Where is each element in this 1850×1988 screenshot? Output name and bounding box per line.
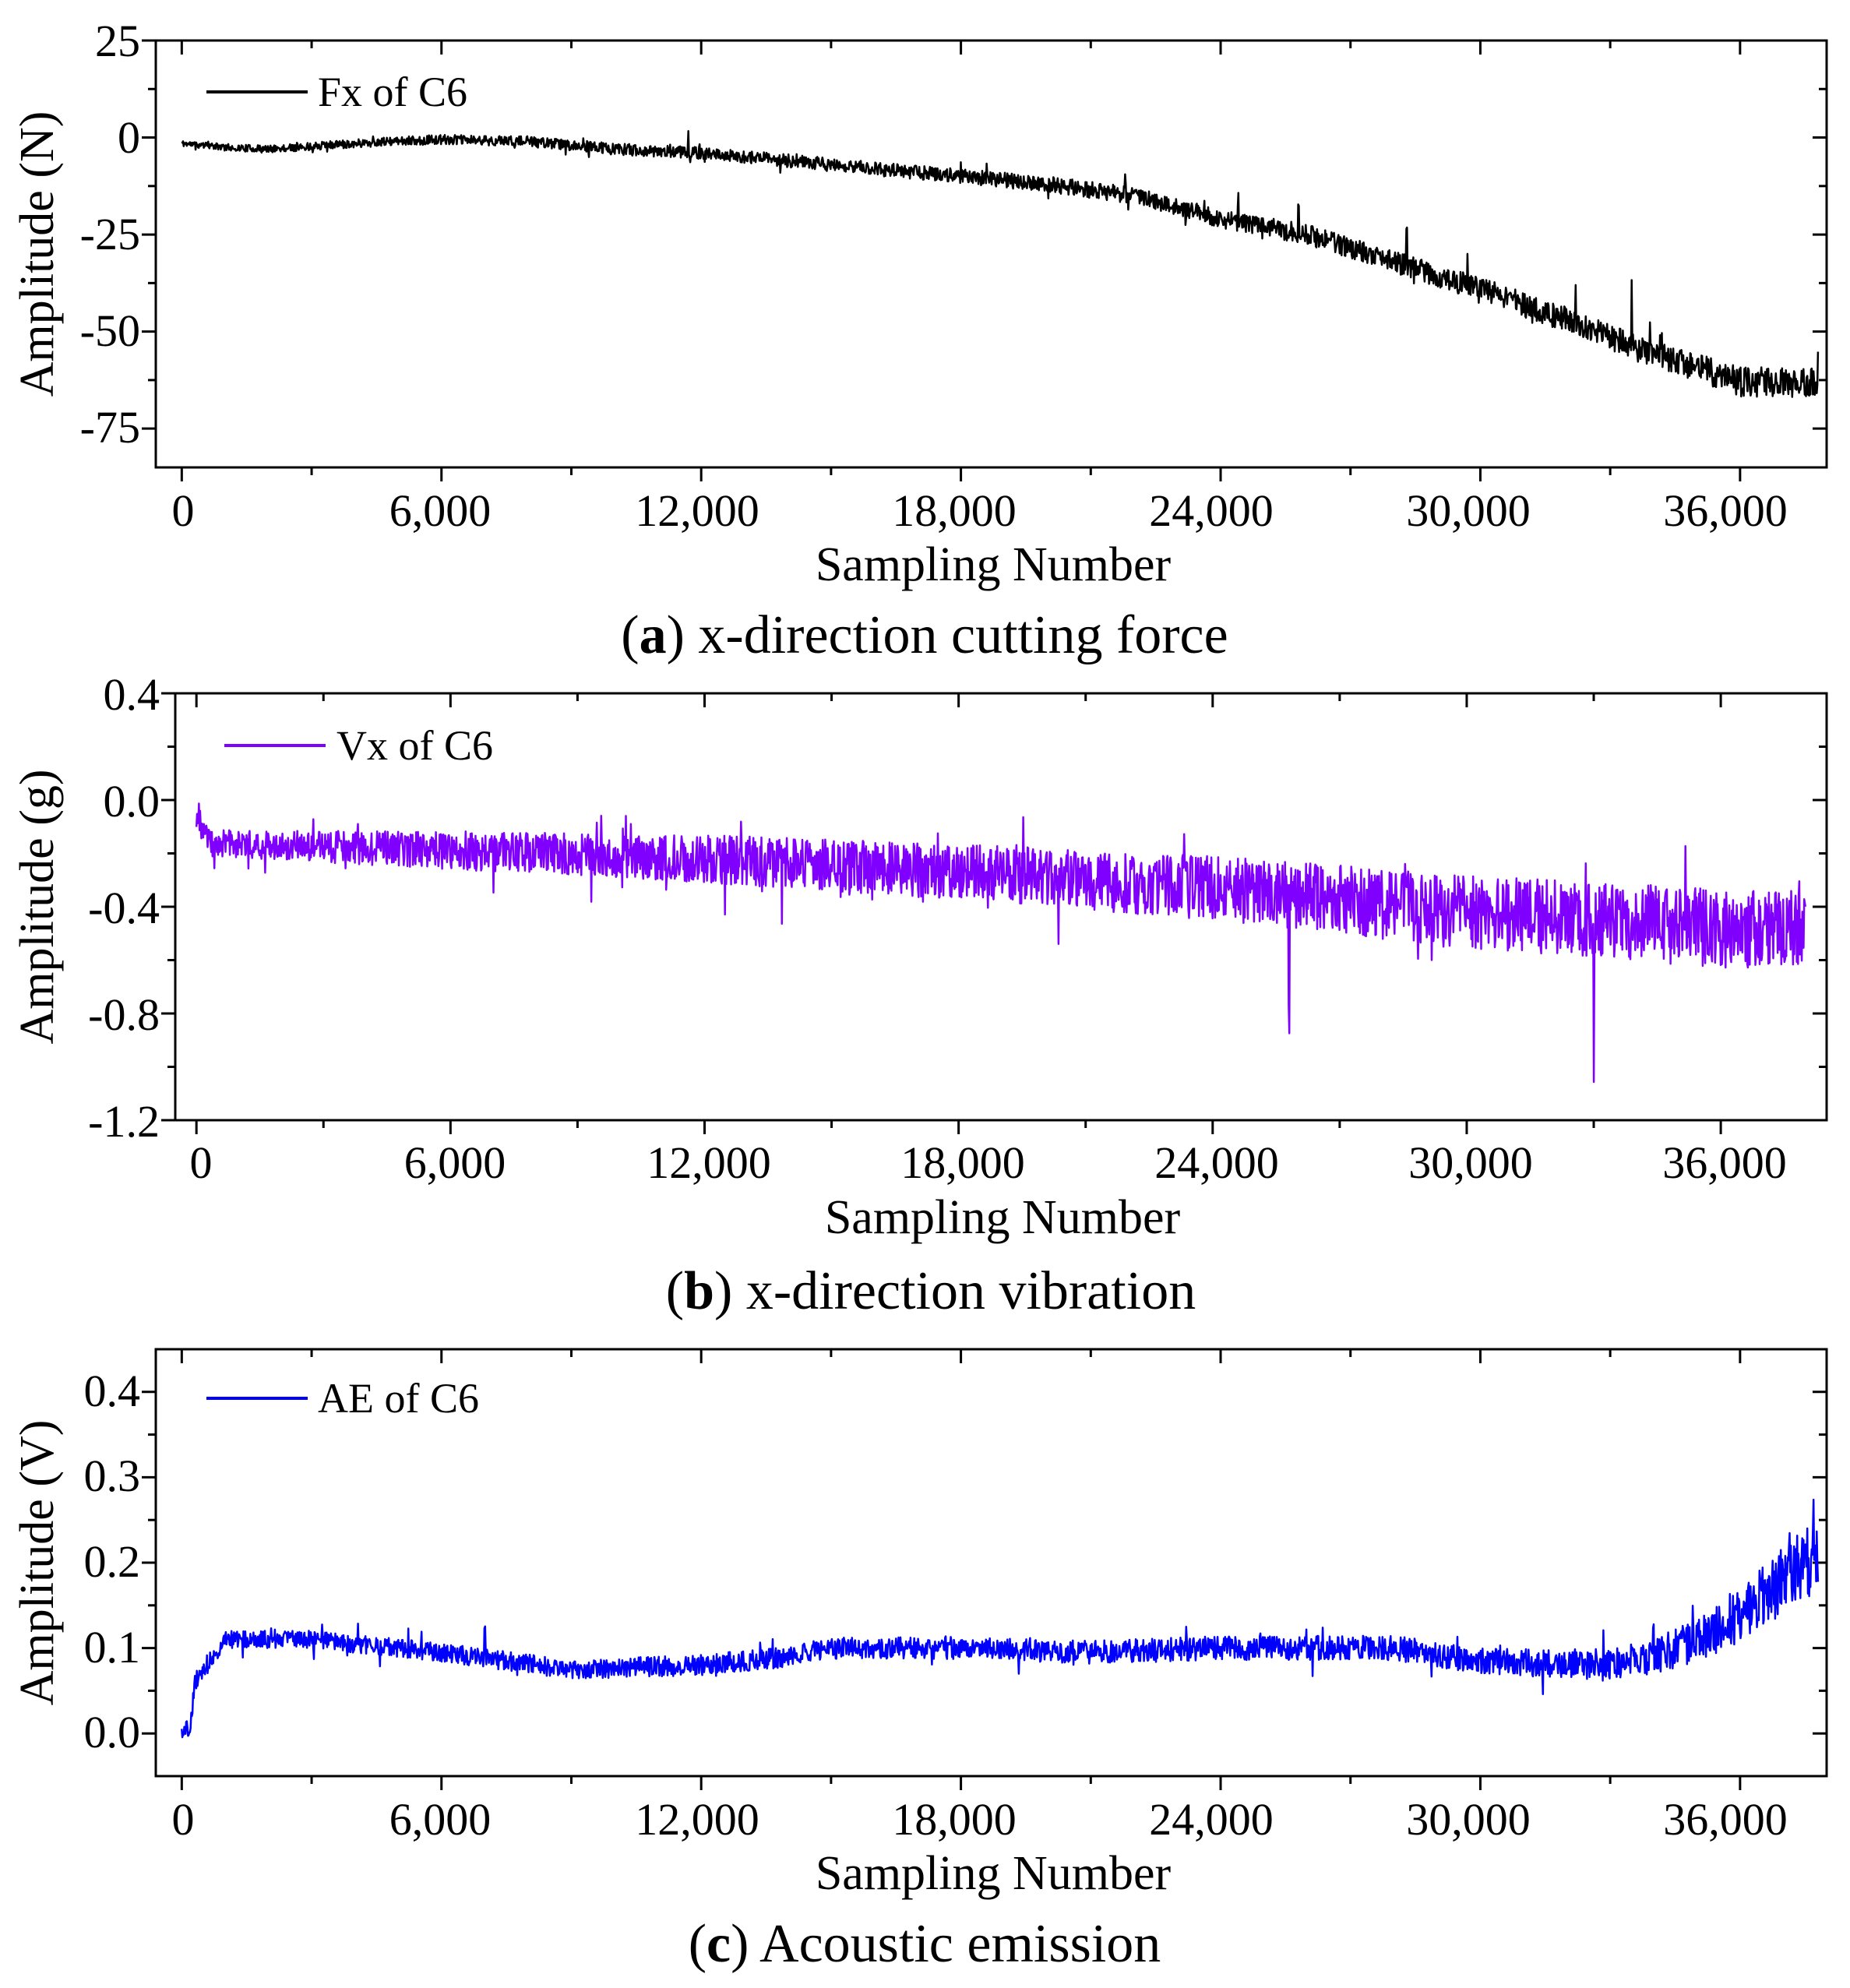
x-tick-labels-a: 0 6,000 12,000 18,000 24,000 30,000 36,0… — [172, 485, 1788, 536]
y-tick-label: -75 — [80, 402, 140, 453]
series-line-vx — [195, 802, 1807, 1084]
y-tick-label: 25 — [95, 16, 140, 66]
panel-b: 0.4 0.0 -0.4 -0.8 -1.2 0 6,000 12,000 18… — [11, 669, 1828, 1321]
y-axis-title-a: Amplitude (N) — [11, 111, 64, 397]
y-tick-label: -0.4 — [88, 883, 160, 933]
x-tick-label: 24,000 — [1154, 1137, 1279, 1188]
x-tick-label: 6,000 — [389, 485, 492, 536]
x-axis-title-b: Sampling Number — [825, 1191, 1181, 1244]
x-tick-label: 36,000 — [1663, 485, 1788, 536]
y-axis-title-c: Amplitude (V) — [11, 1420, 64, 1706]
y-tick-label: 0.0 — [84, 1707, 141, 1757]
x-tick-label: 36,000 — [1663, 1794, 1788, 1845]
series-trace — [181, 130, 1820, 398]
x-axis-title-a: Sampling Number — [816, 538, 1172, 591]
x-tick-labels-c: 0 6,000 12,000 18,000 24,000 30,000 36,0… — [172, 1794, 1788, 1845]
y-tick-label: 0.4 — [84, 1366, 141, 1416]
caption-c: (c) Acoustic emission — [689, 1914, 1161, 1974]
y-tick-label: 0.2 — [84, 1536, 141, 1587]
series-trace — [195, 802, 1807, 1084]
y-tick-label: -50 — [80, 305, 140, 356]
series-line-fx — [181, 130, 1820, 398]
grid-ticks-b — [161, 692, 1827, 1134]
x-tick-label: 30,000 — [1406, 485, 1531, 536]
y-tick-label: 0 — [118, 112, 140, 163]
y-tick-label: -0.8 — [88, 989, 160, 1040]
legend-label-fx: Fx of C6 — [318, 69, 467, 115]
y-tick-label: 0.1 — [84, 1622, 141, 1673]
x-tick-label: 18,000 — [900, 1137, 1025, 1188]
y-tick-label: 0.3 — [84, 1450, 141, 1501]
y-tick-labels-c: 0.4 0.3 0.2 0.1 0.0 — [84, 1366, 141, 1757]
x-tick-label: 6,000 — [389, 1794, 492, 1845]
plot-frame-a — [154, 39, 1828, 469]
y-tick-label: 0.0 — [104, 776, 160, 827]
y-tick-label: -1.2 — [88, 1096, 160, 1147]
legend-a: Fx of C6 — [206, 69, 467, 115]
legend-c: AE of C6 — [206, 1375, 479, 1422]
y-tick-labels-b: 0.4 0.0 -0.4 -0.8 -1.2 — [88, 669, 160, 1147]
x-tick-label: 24,000 — [1149, 485, 1274, 536]
legend-b: Vx of C6 — [224, 722, 493, 769]
grid-ticks-a — [142, 39, 1827, 481]
x-tick-label: 36,000 — [1662, 1137, 1787, 1188]
x-tick-label: 24,000 — [1149, 1794, 1274, 1845]
x-tick-label: 12,000 — [635, 485, 759, 536]
x-axis-title-c: Sampling Number — [816, 1847, 1172, 1900]
x-tick-labels-b: 0 6,000 12,000 18,000 24,000 30,000 36,0… — [190, 1137, 1787, 1188]
legend-label-vx: Vx of C6 — [337, 722, 493, 769]
x-tick-label: 12,000 — [635, 1794, 759, 1845]
x-tick-label: 6,000 — [404, 1137, 506, 1188]
y-axis-title-b: Amplitude (g) — [11, 770, 64, 1045]
x-tick-label: 30,000 — [1408, 1137, 1533, 1188]
x-tick-label: 0 — [172, 1794, 195, 1845]
x-tick-label: 12,000 — [647, 1137, 771, 1188]
y-tick-labels-a: 25 0 -25 -50 -75 — [80, 16, 140, 453]
panel-c: 0.4 0.3 0.2 0.1 0.0 0 6,000 12,000 18,00… — [11, 1348, 1828, 1974]
x-tick-label: 30,000 — [1406, 1794, 1531, 1845]
series-line-ae — [181, 1498, 1820, 1739]
caption-b: (b) x-direction vibration — [666, 1261, 1196, 1321]
legend-label-ae: AE of C6 — [318, 1375, 479, 1422]
y-tick-label: -25 — [80, 209, 140, 259]
series-trace — [181, 1498, 1820, 1739]
y-tick-label: 0.4 — [104, 669, 160, 720]
x-tick-label: 18,000 — [892, 485, 1017, 536]
x-tick-label: 0 — [190, 1137, 213, 1188]
x-tick-label: 18,000 — [892, 1794, 1017, 1845]
panel-a: 25 0 -25 -50 -75 0 6,000 12,000 18,000 2… — [11, 16, 1828, 665]
x-tick-label: 0 — [172, 485, 195, 536]
caption-a: (a) x-direction cutting force — [621, 605, 1228, 665]
